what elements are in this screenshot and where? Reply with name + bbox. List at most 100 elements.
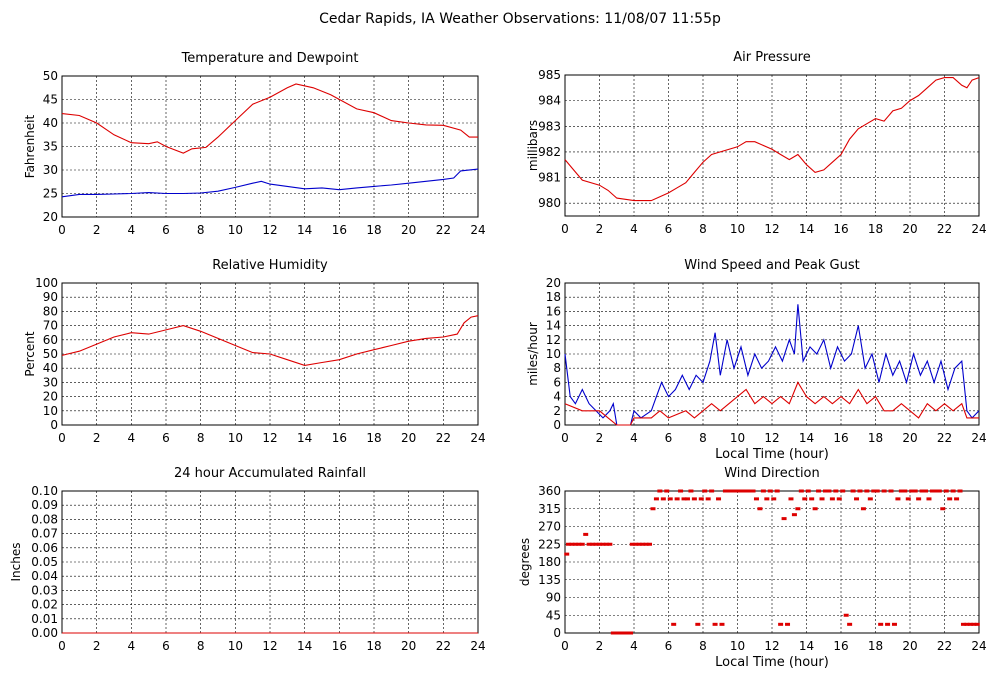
wind-ytick: 10 xyxy=(546,347,561,361)
winddir-point xyxy=(610,631,616,635)
winddir-point xyxy=(579,542,585,546)
winddir-xtick: 10 xyxy=(730,639,745,653)
humidity-xtick: 4 xyxy=(128,431,136,445)
rain-title: 24 hour Accumulated Rainfall xyxy=(174,466,366,481)
winddir-ytick: 90 xyxy=(546,591,561,605)
humidity-xtick: 0 xyxy=(58,431,66,445)
winddir-point xyxy=(593,542,599,546)
winddir-point xyxy=(785,622,791,626)
pressure-ytick: 984 xyxy=(538,94,561,108)
rain-ytick: 0.05 xyxy=(31,555,58,569)
winddir-point xyxy=(650,507,656,511)
winddir-point xyxy=(878,622,884,626)
temp-xtick: 0 xyxy=(58,223,66,237)
winddir-point xyxy=(757,507,763,511)
winddir-point xyxy=(629,542,635,546)
rain-xtick: 8 xyxy=(197,639,205,653)
winddir-point xyxy=(564,552,570,556)
winddir-xtick: 8 xyxy=(699,639,707,653)
winddir-point xyxy=(812,507,818,511)
winddir-point xyxy=(826,489,832,493)
winddir-point xyxy=(940,507,946,511)
winddir-point xyxy=(695,622,701,626)
winddir-point xyxy=(633,542,639,546)
winddir-point xyxy=(974,622,980,626)
winddir-point xyxy=(705,497,711,501)
winddir-point xyxy=(954,497,960,501)
wind-ytick: 16 xyxy=(546,304,561,318)
pressure-xtick: 18 xyxy=(868,222,883,236)
humidity-frame xyxy=(61,282,479,426)
winddir-point xyxy=(572,542,578,546)
temp-xtick: 20 xyxy=(401,223,416,237)
winddir-ytick: 0 xyxy=(553,626,561,640)
winddir-point xyxy=(664,489,670,493)
winddir-point xyxy=(743,489,749,493)
rain-ytick: 0.01 xyxy=(31,612,58,626)
wind-ytick: 14 xyxy=(546,319,561,333)
winddir-point xyxy=(781,517,787,521)
humidity-ytick: 70 xyxy=(43,319,58,333)
winddir-point xyxy=(829,497,835,501)
winddir-point xyxy=(957,489,963,493)
winddir-point xyxy=(895,497,901,501)
winddir-point xyxy=(929,489,935,493)
pressure-title: Air Pressure xyxy=(733,50,811,65)
wind-ytick: 2 xyxy=(553,404,561,418)
rain-xtick: 2 xyxy=(93,639,101,653)
rain-ylabel: Inches xyxy=(9,543,23,582)
winddir-point xyxy=(822,489,828,493)
winddir-xlabel: Local Time (hour) xyxy=(715,655,829,670)
winddir-point xyxy=(919,489,925,493)
winddir-point xyxy=(590,542,596,546)
winddir-point xyxy=(871,489,877,493)
winddir-point xyxy=(569,542,575,546)
winddir-point xyxy=(798,489,804,493)
winddir-point xyxy=(614,631,620,635)
rain-ytick: 0.08 xyxy=(31,512,58,526)
page-title: Cedar Rapids, IA Weather Observations: 1… xyxy=(319,11,721,27)
wind-xtick: 8 xyxy=(699,431,707,445)
winddir-point xyxy=(936,489,942,493)
winddir-point xyxy=(712,622,718,626)
winddir-point xyxy=(788,497,794,501)
winddir-point xyxy=(971,622,977,626)
winddir-point xyxy=(881,489,887,493)
winddir-point xyxy=(716,497,722,501)
winddir-point xyxy=(729,489,735,493)
temp-xtick: 10 xyxy=(228,223,243,237)
winddir-xtick: 0 xyxy=(561,639,569,653)
winddir-point xyxy=(760,489,766,493)
winddir-point xyxy=(647,542,653,546)
winddir-point xyxy=(771,497,777,501)
humidity-xtick: 16 xyxy=(332,431,347,445)
winddir-xtick: 18 xyxy=(868,639,883,653)
humidity-ytick: 50 xyxy=(43,347,58,361)
wind-xtick: 10 xyxy=(730,431,745,445)
rain-ytick: 0.06 xyxy=(31,541,58,555)
winddir-point xyxy=(867,497,873,501)
winddir-point xyxy=(774,489,780,493)
rain-xtick: 4 xyxy=(128,639,136,653)
winddir-point xyxy=(778,622,784,626)
winddir-point xyxy=(795,507,801,511)
winddir-point xyxy=(885,622,891,626)
winddir-ytick: 270 xyxy=(538,520,561,534)
winddir-point xyxy=(898,489,904,493)
wind-ytick: 12 xyxy=(546,333,561,347)
temp-ytick: 50 xyxy=(43,69,58,83)
temp-series-1-line xyxy=(61,168,479,198)
pressure-xtick: 2 xyxy=(596,222,604,236)
winddir-point xyxy=(691,497,697,501)
winddir-point xyxy=(854,497,860,501)
winddir-point xyxy=(600,542,606,546)
winddir-point xyxy=(805,489,811,493)
winddir-xtick: 4 xyxy=(630,639,638,653)
pressure-xtick: 24 xyxy=(971,222,986,236)
temp-xtick: 16 xyxy=(332,223,347,237)
winddir-point xyxy=(909,489,915,493)
winddir-point xyxy=(888,489,894,493)
